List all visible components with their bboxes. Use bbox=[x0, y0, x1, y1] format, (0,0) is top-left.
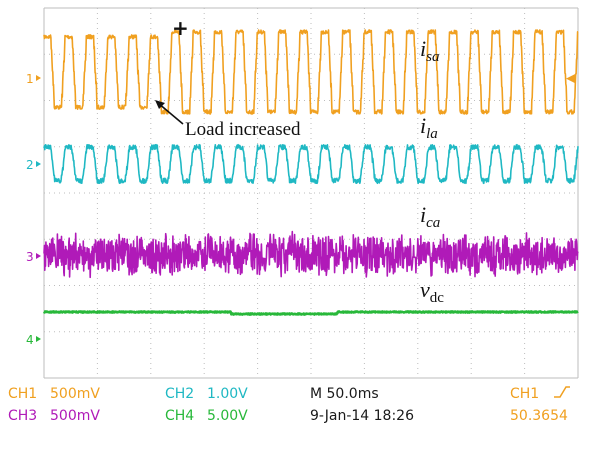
status-value: 500mV bbox=[50, 408, 100, 424]
channel-marker-2: 2 bbox=[26, 158, 34, 172]
trace-i-sa bbox=[43, 29, 579, 115]
channel-marker-4: 4 bbox=[26, 333, 34, 347]
trace-label-i-la-sub: la bbox=[426, 126, 438, 142]
trigger-level-arrow-icon: ◀ bbox=[566, 71, 576, 86]
status-label-ch1: CH1 bbox=[510, 386, 539, 402]
status-value: 1.00V bbox=[207, 386, 248, 402]
status-value: M 50.0ms bbox=[310, 386, 379, 402]
annotation-arrow-head bbox=[155, 100, 165, 109]
trace-label-i-ca-base: i bbox=[420, 202, 426, 227]
trigger-marker: + bbox=[172, 16, 189, 40]
trace-label-i-la-base: i bbox=[420, 113, 426, 138]
trace-label-i-sa: isa bbox=[420, 36, 439, 65]
channel-marker-arrow-icon bbox=[36, 336, 41, 342]
channel-marker-arrow-icon bbox=[36, 75, 41, 81]
graticule bbox=[43, 7, 579, 379]
status-value: 500mV bbox=[50, 386, 100, 402]
trace-label-i-sa-sub: sa bbox=[426, 49, 439, 65]
trace-label-v-dc-sub: dc bbox=[430, 290, 445, 306]
annotation-text: Load increased bbox=[185, 119, 301, 140]
trace-label-i-sa-base: i bbox=[420, 36, 426, 61]
annotation-arrow-shaft bbox=[157, 102, 184, 125]
channel-markers: 1 2 3 4 bbox=[26, 72, 41, 347]
status-label-ch3: CH3 bbox=[8, 408, 37, 424]
trace-label-i-ca-sub: ca bbox=[426, 215, 440, 231]
status-label-ch1: CH1 bbox=[8, 386, 37, 402]
channel-marker-3: 3 bbox=[26, 250, 34, 264]
status-value: 5.00V bbox=[207, 408, 248, 424]
trace-v-dc bbox=[42, 310, 579, 316]
status-value: 50.3654 bbox=[510, 408, 568, 424]
status-value: 9-Jan-14 18:26 bbox=[310, 408, 414, 424]
channel-marker-arrow-icon bbox=[36, 161, 41, 167]
channel-marker-1: 1 bbox=[26, 72, 34, 86]
trace-i-la bbox=[43, 143, 579, 185]
status-label-ch2: CH2 bbox=[165, 386, 194, 402]
trace-label-i-ca: ica bbox=[420, 202, 440, 231]
trace-label-i-la: ila bbox=[420, 113, 438, 142]
trace-label-v-dc-base: v bbox=[420, 277, 430, 302]
status-label-ch4: CH4 bbox=[165, 408, 194, 424]
status-bar: CH1 500mV CH2 1.00V M 50.0ms CH1 CH3 500mV CH4 5.… bbox=[8, 386, 570, 424]
channel-marker-arrow-icon bbox=[36, 253, 41, 259]
rising-edge-icon bbox=[554, 386, 570, 398]
trace-i-ca bbox=[43, 230, 579, 279]
trace-label-v-dc: vdc bbox=[420, 277, 444, 306]
status-bar-background bbox=[0, 382, 600, 455]
waveform-traces bbox=[42, 29, 579, 316]
